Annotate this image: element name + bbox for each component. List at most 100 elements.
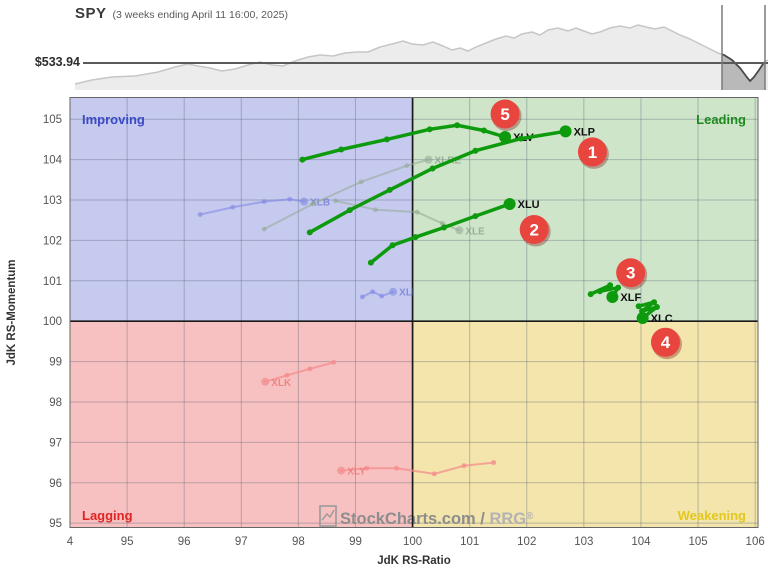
trail-point xyxy=(389,242,396,249)
y-tick-label: 99 xyxy=(49,357,62,369)
trail-endpoint-XLI[interactable] xyxy=(389,287,398,296)
trail-point xyxy=(332,198,338,204)
sparkline-area xyxy=(75,25,768,90)
y-tick-label: 96 xyxy=(49,478,62,490)
trail-point xyxy=(379,293,385,299)
trail-XLC[interactable]: XLC xyxy=(635,299,673,325)
trail-point xyxy=(404,163,410,169)
trail-point xyxy=(440,224,447,231)
trail-endpoint-XLV[interactable] xyxy=(499,130,512,143)
trail-line-XLK xyxy=(264,361,335,383)
trail-point xyxy=(472,147,479,154)
trail-endpoint-XLB[interactable] xyxy=(300,197,309,206)
x-tick-label: 105 xyxy=(688,536,707,548)
trail-point xyxy=(454,122,461,129)
chart-title: SPY (3 weeks ending April 11 16:00, 2025) xyxy=(75,5,288,23)
rrg-chart: StockCharts.com / RRG® Improving Leading La… xyxy=(6,97,765,567)
y-tick-label: 104 xyxy=(43,155,63,167)
price-sparkline xyxy=(74,5,768,90)
badge-circle xyxy=(616,258,646,288)
trail-endpoint-XLE[interactable] xyxy=(455,226,464,235)
x-tick-label: 97 xyxy=(235,536,248,548)
trail-endpoint-XLK[interactable] xyxy=(261,377,270,386)
x-tick-label: 106 xyxy=(746,536,765,548)
trail-point xyxy=(429,165,436,172)
trail-point xyxy=(310,201,316,207)
trail-endpoint-XLU[interactable] xyxy=(503,198,516,211)
trail-label-XLY: XLY xyxy=(347,467,366,478)
trail-point xyxy=(331,359,337,365)
trail-point xyxy=(412,234,419,241)
date-range-label: (3 weeks ending April 11 16:00, 2025) xyxy=(112,9,289,21)
watermark-icon xyxy=(319,505,337,527)
trail-point xyxy=(370,289,376,295)
trail-point xyxy=(653,304,660,311)
x-tick-label: 96 xyxy=(178,536,191,548)
trail-endpoint-XLP[interactable] xyxy=(559,125,572,138)
y-tick-label: 105 xyxy=(43,114,62,126)
annotation-badge-2: 2 xyxy=(519,214,551,247)
trail-endpoint-XLF[interactable] xyxy=(606,290,619,303)
trail-XLB[interactable]: XLB xyxy=(197,196,330,218)
x-axis-title: JdK RS-Ratio xyxy=(377,555,450,567)
trail-endpoint-XLRE[interactable] xyxy=(424,155,433,164)
trail-point xyxy=(197,212,203,218)
trail-XLI[interactable]: XLI xyxy=(359,287,415,300)
trail-point xyxy=(306,229,313,236)
trail-XLF[interactable]: XLF xyxy=(587,282,642,304)
annotation-badge-3: 3 xyxy=(616,258,648,290)
trail-endpoint-XLY[interactable] xyxy=(337,466,346,475)
x-tick-label: 98 xyxy=(292,536,305,548)
badge-circle xyxy=(490,99,520,129)
trail-point xyxy=(472,213,479,220)
quadrant-lagging xyxy=(70,321,413,528)
trail-label-XLB: XLB xyxy=(310,198,330,209)
quadrant-label-improving: Improving xyxy=(82,112,145,127)
y-tick-label: 100 xyxy=(43,316,62,328)
badge-number: 3 xyxy=(626,264,635,283)
trail-point xyxy=(307,366,313,372)
trail-label-XLI: XLI xyxy=(399,288,415,299)
trail-XLU[interactable]: XLU xyxy=(367,198,540,266)
x-tick-label: 101 xyxy=(460,536,479,548)
trail-point xyxy=(338,146,345,153)
trail-XLY[interactable]: XLY xyxy=(337,460,497,478)
quadrant-leading xyxy=(412,97,758,322)
x-tick-label: 102 xyxy=(517,536,536,548)
quadrant-label-weakening: Weakening xyxy=(678,508,746,523)
y-axis-title: JdK RS-Momentum xyxy=(6,259,18,365)
trail-label-XLU: XLU xyxy=(518,199,540,211)
trail-XLK[interactable]: XLK xyxy=(261,359,337,389)
y-tick-label: 102 xyxy=(43,235,62,247)
badge-number: 4 xyxy=(661,333,671,352)
trail-point xyxy=(358,179,364,185)
trail-label-XLP: XLP xyxy=(574,126,595,138)
watermark-text: StockCharts.com / RRG® xyxy=(340,510,534,528)
trail-point xyxy=(587,291,594,298)
trail-point xyxy=(635,303,642,310)
trail-point xyxy=(386,186,393,193)
trail-endpoint-XLC[interactable] xyxy=(636,311,649,324)
badge-number: 1 xyxy=(588,143,597,162)
trail-point xyxy=(230,204,236,210)
quadrant-label-leading: Leading xyxy=(696,112,746,127)
x-tick-label: 99 xyxy=(349,536,362,548)
trail-point xyxy=(299,156,306,163)
trail-point xyxy=(261,199,267,205)
annotation-badge-5: 5 xyxy=(490,99,522,131)
trail-point xyxy=(364,465,370,471)
trail-point xyxy=(426,126,433,133)
trail-point xyxy=(615,284,622,291)
trail-XLP[interactable]: XLP xyxy=(306,125,595,236)
stockcharts-watermark: StockCharts.com / RRG® xyxy=(319,505,534,528)
trail-point xyxy=(596,288,603,295)
trail-point xyxy=(461,463,467,469)
trail-point xyxy=(346,207,353,214)
quadrant-label-lagging: Lagging xyxy=(82,508,133,523)
trail-point xyxy=(383,136,390,143)
trail-point xyxy=(359,294,365,300)
y-tick-label: 97 xyxy=(49,437,62,449)
trail-point xyxy=(394,465,400,471)
trail-label-XLC: XLC xyxy=(651,313,673,325)
